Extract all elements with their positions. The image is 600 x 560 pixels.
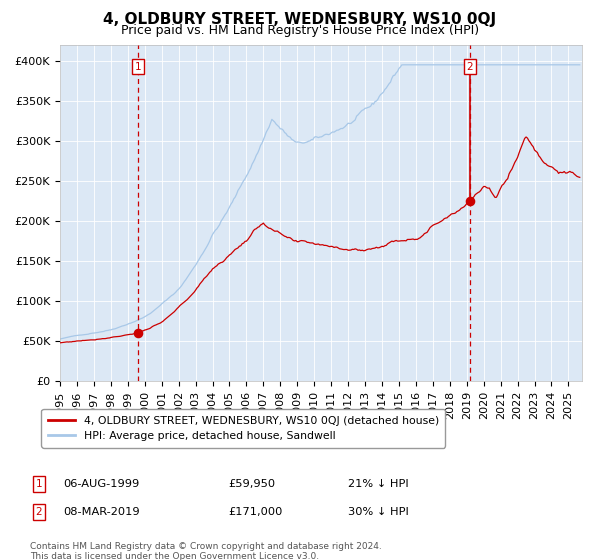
Text: 2: 2 [466, 62, 473, 72]
Text: 1: 1 [35, 479, 43, 489]
Text: 4, OLDBURY STREET, WEDNESBURY, WS10 0QJ: 4, OLDBURY STREET, WEDNESBURY, WS10 0QJ [103, 12, 497, 27]
Text: 30% ↓ HPI: 30% ↓ HPI [348, 507, 409, 517]
Point [133, 328, 142, 337]
Text: 2: 2 [35, 507, 43, 517]
Text: £59,950: £59,950 [228, 479, 275, 489]
Text: 08-MAR-2019: 08-MAR-2019 [63, 507, 140, 517]
Text: 1: 1 [134, 62, 141, 72]
Point [465, 197, 475, 206]
Text: 06-AUG-1999: 06-AUG-1999 [63, 479, 139, 489]
Legend: 4, OLDBURY STREET, WEDNESBURY, WS10 0QJ (detached house), HPI: Average price, de: 4, OLDBURY STREET, WEDNESBURY, WS10 0QJ … [41, 409, 445, 447]
Text: Price paid vs. HM Land Registry's House Price Index (HPI): Price paid vs. HM Land Registry's House … [121, 24, 479, 37]
Text: Contains HM Land Registry data © Crown copyright and database right 2024.
This d: Contains HM Land Registry data © Crown c… [30, 542, 382, 560]
Text: £171,000: £171,000 [228, 507, 283, 517]
Text: 21% ↓ HPI: 21% ↓ HPI [348, 479, 409, 489]
